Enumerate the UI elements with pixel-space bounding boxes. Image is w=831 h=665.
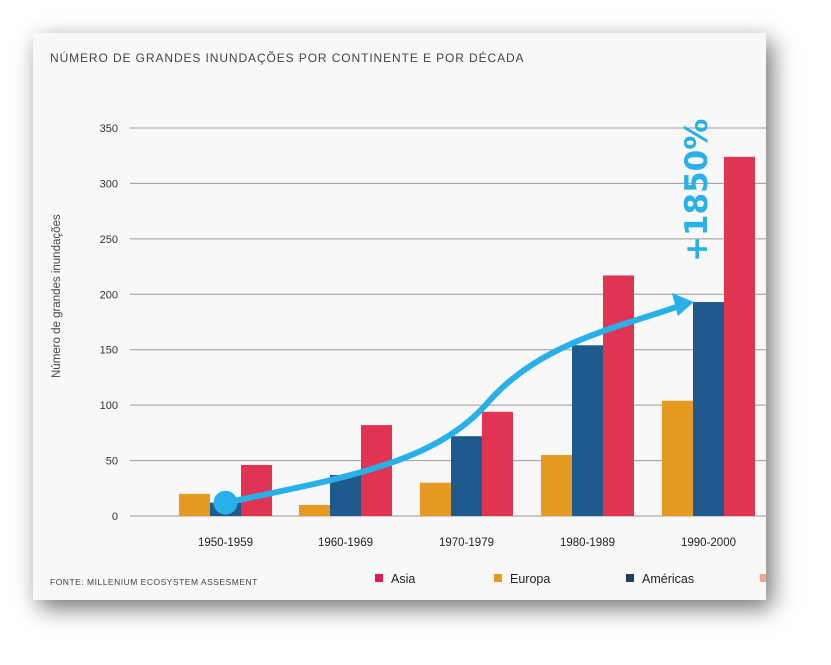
legend-swatch-cropped xyxy=(760,574,766,582)
y-tick-label: 350 xyxy=(100,123,118,135)
legend-swatch xyxy=(626,574,634,582)
bar-europa-1 xyxy=(299,504,330,516)
trend-arrow-start-dot xyxy=(213,490,238,515)
bar-amricas-3 xyxy=(572,345,603,516)
y-tick-label: 250 xyxy=(100,234,118,246)
legend-swatch xyxy=(494,574,502,582)
legend-swatch xyxy=(375,574,383,582)
legend-label: Asia xyxy=(391,572,415,586)
chart: NÚMERO DE GRANDES INUNDAÇÕES POR CONTINE… xyxy=(50,50,766,587)
bar-asia-4 xyxy=(724,156,755,516)
y-tick-label: 0 xyxy=(112,511,118,523)
x-tick-label: 1960-1969 xyxy=(318,537,373,549)
source-note: FONTE: MILLENIUM ECOSYSTEM ASSESMENT xyxy=(50,577,258,587)
y-axis-ticks: 0 50 100 150 200 250 300 350 xyxy=(100,123,118,523)
x-tick-label: 1980-1989 xyxy=(560,537,615,549)
grid xyxy=(130,127,766,517)
bars xyxy=(179,156,755,516)
legend-label: Américas xyxy=(642,572,694,586)
x-tick-label: 1970-1979 xyxy=(439,537,494,549)
y-tick-label: 50 xyxy=(106,456,118,468)
x-axis-ticks: 1950-1959 1960-1969 1970-1979 1980-1989 1990… xyxy=(198,537,736,549)
bar-amricas-2 xyxy=(451,436,482,516)
bar-asia-3 xyxy=(603,275,634,516)
x-tick-label: 1990-2000 xyxy=(681,537,736,549)
bar-asia-2 xyxy=(482,411,513,516)
bar-asia-0 xyxy=(241,465,272,516)
x-tick-label: 1950-1959 xyxy=(198,537,253,549)
y-axis-label: Número de grandes inundações xyxy=(51,214,63,378)
chart-card: NÚMERO DE GRANDES INUNDAÇÕES POR CONTINE… xyxy=(33,33,766,600)
trend-arrow-path xyxy=(222,304,679,506)
growth-annotation: +1850% xyxy=(679,119,715,262)
y-tick-label: 200 xyxy=(100,289,118,301)
y-tick-label: 300 xyxy=(100,178,118,190)
trend-arrow xyxy=(213,293,694,515)
bar-europa-3 xyxy=(541,455,572,516)
bar-europa-0 xyxy=(179,493,210,516)
chart-title: NÚMERO DE GRANDES INUNDAÇÕES POR CONTINE… xyxy=(50,50,524,65)
bar-amricas-4 xyxy=(693,302,724,516)
bar-europa-2 xyxy=(420,482,451,516)
trend-arrow-head xyxy=(671,293,694,317)
y-tick-label: 150 xyxy=(100,345,118,357)
y-tick-label: 100 xyxy=(100,400,118,412)
legend: Asia Europa Américas xyxy=(375,572,766,586)
bar-europa-4 xyxy=(662,400,693,516)
legend-label: Europa xyxy=(510,572,550,586)
